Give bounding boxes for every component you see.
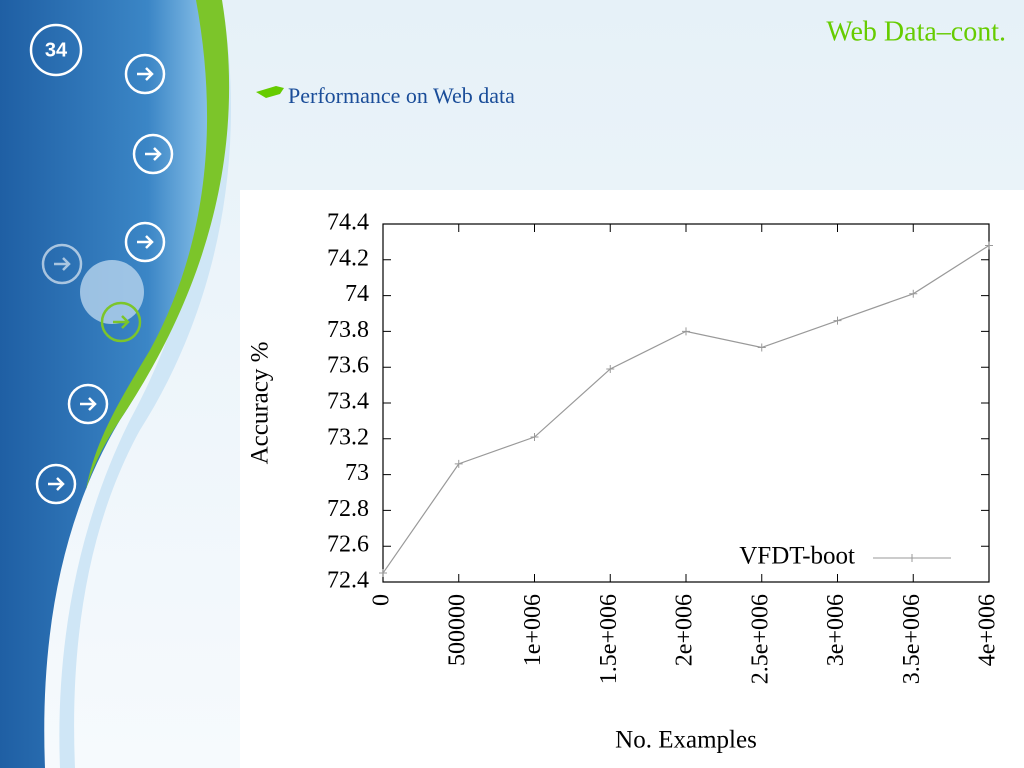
point-marker — [909, 289, 918, 298]
legend-label: VFDT-boot — [739, 543, 855, 570]
point-marker — [682, 327, 690, 336]
x-tick-label: 2.5e+006 — [747, 594, 773, 684]
slide-number: 34 — [45, 39, 68, 61]
y-tick-label: 72.4 — [327, 568, 369, 594]
legend-line — [873, 554, 951, 562]
point-marker — [454, 459, 463, 468]
left-panel — [0, 0, 212, 768]
y-tick-label: 73.2 — [327, 424, 369, 450]
point-marker — [833, 316, 842, 325]
deco-circle — [80, 260, 144, 324]
y-axis-label: Accuracy % — [247, 342, 274, 465]
green-stripe — [86, 0, 230, 490]
y-tick-label: 72.8 — [327, 496, 369, 522]
x-tick-label: 4e+006 — [975, 594, 1001, 666]
x-tick-label: 3.5e+006 — [899, 594, 925, 684]
chart-background — [240, 190, 1024, 768]
x-tick-label: 1.5e+006 — [596, 594, 622, 684]
y-tick-label: 74 — [345, 281, 369, 307]
arrow-icons — [29, 23, 174, 505]
y-tick-label: 73.8 — [327, 317, 369, 343]
x-tick-label: 2e+006 — [672, 594, 698, 666]
chart: 72.4 72.6 72.8 73 73.2 73.4 73.6 73.8 74 74.2 74.4… — [247, 210, 1001, 754]
x-tick-label: 0 — [369, 594, 395, 606]
x-axis-label: No. Examples — [615, 727, 757, 754]
x-tick-label: 500000 — [444, 594, 470, 666]
point-marker — [606, 364, 615, 373]
slide-title: Web Data–cont. — [826, 16, 1006, 47]
y-tick-label: 72.6 — [327, 532, 369, 558]
point-marker — [530, 433, 539, 442]
y-tick-label: 74.4 — [327, 210, 369, 236]
y-tick-label: 73.4 — [327, 389, 369, 415]
x-tick-label: 1e+006 — [520, 594, 546, 666]
point-marker — [757, 343, 766, 352]
bullet-text: Performance on Web data — [288, 83, 515, 108]
x-tick-label: 3e+006 — [823, 594, 849, 666]
y-tick-label: 73.6 — [327, 353, 369, 379]
y-tick-label: 74.2 — [327, 245, 369, 271]
bullet-icon — [256, 86, 284, 98]
point-marker — [379, 569, 387, 578]
point-marker — [985, 241, 993, 250]
y-tick-label: 73 — [345, 460, 369, 486]
